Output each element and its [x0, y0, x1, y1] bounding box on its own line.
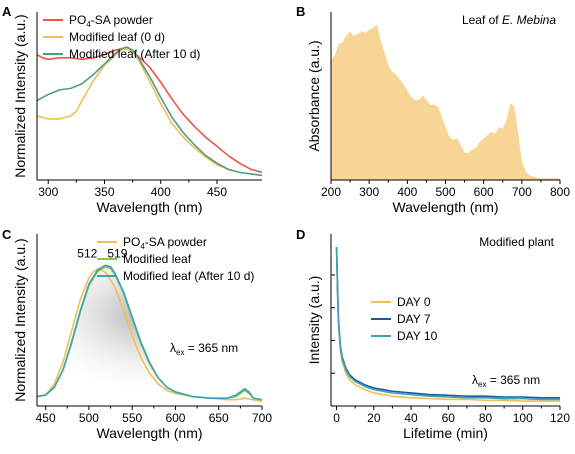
y-axis-label: Absorbance (a.u.) [306, 40, 322, 151]
legend-label: DAY 10 [397, 329, 438, 343]
x-tick-label: 400 [397, 185, 417, 199]
x-tick-label: 300 [359, 185, 379, 199]
x-tick-label: 700 [252, 411, 272, 425]
x-tick-label: 400 [151, 185, 171, 199]
plot-area [37, 264, 262, 406]
series-line-1 [37, 47, 262, 174]
x-tick-label: 600 [165, 411, 185, 425]
legend-label: Modified leaf (0 d) [69, 30, 165, 44]
x-axis-label: Wavelength (nm) [392, 199, 498, 215]
x-axis-label: Wavelength (nm) [96, 199, 202, 215]
excitation-label: λex = 365 nm [472, 373, 540, 389]
x-tick-label: 500 [435, 185, 455, 199]
panel-annotation: Modified plant [479, 235, 554, 249]
x-tick-label: 800 [550, 185, 570, 199]
series-line-1 [37, 267, 262, 403]
x-tick-label: 300 [38, 185, 58, 199]
x-tick-label: 350 [94, 185, 114, 199]
panel-annotation: Leaf of E. Mebina [462, 13, 556, 27]
x-tick-label: 450 [36, 411, 56, 425]
y-axis-label: Intensity (a.u.) [306, 276, 322, 365]
absorbance-area [331, 24, 560, 180]
panel-d: D 0 20 40 60 80 100 120 Lifetime (min) Intensity … [296, 227, 570, 441]
x-tick-label: 200 [321, 185, 341, 199]
x-tick-label: 450 [207, 185, 227, 199]
panel-label: A [2, 4, 12, 19]
panel-b: B 200 300 400 500 600 700 800 Wavelength (nm) Abs… [296, 4, 570, 215]
panel-label: C [2, 227, 12, 242]
plot-area [37, 46, 262, 177]
series-line-3 [37, 264, 262, 401]
x-axis-label: Wavelength (nm) [96, 425, 202, 441]
panel-c: C 450 500 550 600 650 700 Wavelength (nm) Normal… [2, 227, 272, 441]
legend-label: DAY 7 [397, 312, 431, 326]
peak-label-512: 512 [77, 246, 97, 260]
excitation-label: λex = 365 nm [170, 341, 238, 357]
plot-area [331, 24, 560, 180]
legend-label: Modified leaf (After 10 d) [69, 47, 200, 61]
plot-area [335, 247, 560, 402]
legend-label: PO4-SA powder [123, 235, 207, 251]
x-tick-label: 40 [404, 411, 418, 425]
x-tick-label: 60 [442, 411, 456, 425]
x-tick-label: 500 [79, 411, 99, 425]
x-tick-label: 80 [479, 411, 493, 425]
peak-label-519: 519 [107, 246, 127, 260]
x-tick-label: 600 [474, 185, 494, 199]
x-axis-label: Lifetime (min) [403, 425, 488, 441]
panel-label: D [296, 227, 305, 242]
legend-label: PO4-SA powder [69, 13, 153, 29]
y-axis-label: Normalized Intensity (a.u.) [12, 238, 28, 401]
x-tick-label: 0 [333, 411, 340, 425]
series-line-3 [335, 247, 560, 401]
legend-label: Modified leaf [123, 252, 192, 266]
x-tick-label: 550 [122, 411, 142, 425]
peak-glow [37, 265, 262, 406]
legend-label: DAY 0 [397, 295, 431, 309]
series-line-3 [37, 46, 262, 177]
y-axis-label: Normalized Intensity (a.u.) [12, 14, 28, 177]
legend-label: Modified leaf (After 10 d) [123, 269, 254, 283]
x-tick-label: 700 [512, 185, 532, 199]
series-line-2 [37, 47, 262, 177]
panel-a: A 300 350 400 450 Wavelength (nm) Normalized I… [2, 4, 262, 215]
panel-label: B [296, 4, 305, 19]
x-tick-label: 100 [513, 411, 533, 425]
x-tick-label: 120 [550, 411, 570, 425]
x-tick-label: 20 [367, 411, 381, 425]
x-tick-label: 650 [209, 411, 229, 425]
